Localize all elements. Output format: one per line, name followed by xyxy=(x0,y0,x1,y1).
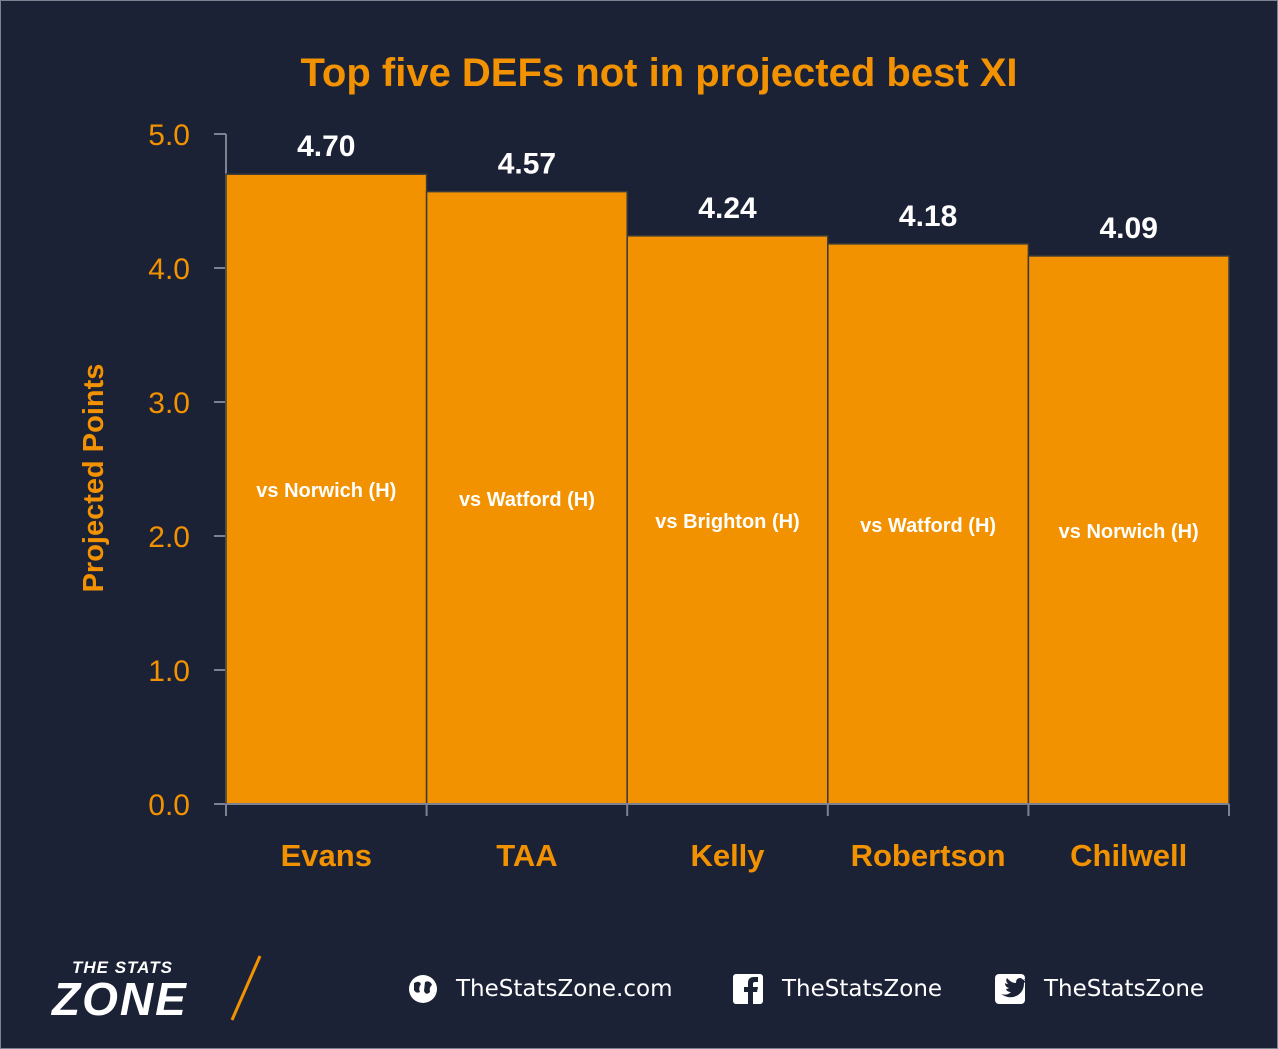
bar xyxy=(425,190,628,805)
x-category-label: Evans xyxy=(281,838,372,873)
logo-top-text: THE STATS xyxy=(72,958,173,977)
y-tick-label: 4.0 xyxy=(148,253,190,286)
bar-annotation: vs Watford (H) xyxy=(860,515,996,537)
facebook-text: TheStatsZone xyxy=(782,976,943,1002)
twitter-icon xyxy=(994,974,1028,1004)
y-axis-label: Projected Points xyxy=(78,364,110,593)
chart-title: Top five DEFs not in projected best XI xyxy=(300,51,1017,95)
data-label: 4.24 xyxy=(698,192,757,225)
footer: THE STATS ZONE TheStatsZone.com TheStats… xyxy=(0,940,1278,1040)
x-axis: Evans TAA Kelly Robertson Chilwell xyxy=(225,803,1230,873)
globe-icon xyxy=(406,974,440,1004)
bar-chart: Top five DEFs not in projected best XI P… xyxy=(78,51,1230,873)
logo-swoosh-icon xyxy=(230,955,262,1021)
bar-annotation: vs Brighton (H) xyxy=(655,511,799,533)
stats-zone-logo: THE STATS ZONE xyxy=(52,954,282,1024)
data-label: 4.57 xyxy=(498,148,556,181)
x-category-label: Chilwell xyxy=(1070,838,1187,873)
y-tick-label: 1.0 xyxy=(148,655,190,688)
y-axis: 0.0 1.0 2.0 3.0 4.0 5.0 xyxy=(148,119,227,822)
facebook-icon xyxy=(732,974,766,1004)
website-link[interactable]: TheStatsZone.com xyxy=(406,974,672,1004)
y-tick-label: 0.0 xyxy=(148,789,190,822)
bar-annotation: vs Watford (H) xyxy=(459,489,595,511)
y-tick-label: 5.0 xyxy=(148,119,190,152)
bar xyxy=(626,235,829,805)
bars-group: 4.70 vs Norwich (H) 4.57 vs Watford (H) 4.24… xyxy=(225,130,1230,805)
x-category-label: Robertson xyxy=(851,838,1006,873)
data-label: 4.09 xyxy=(1100,212,1158,245)
bar xyxy=(1027,255,1230,805)
bar xyxy=(827,243,1030,805)
bar-annotation: vs Norwich (H) xyxy=(256,480,396,502)
y-tick-label: 2.0 xyxy=(148,521,190,554)
twitter-link[interactable]: TheStatsZone xyxy=(994,974,1204,1004)
logo-main-text: ZONE xyxy=(52,973,188,1025)
x-category-label: Kelly xyxy=(690,838,765,873)
bar-annotation: vs Norwich (H) xyxy=(1059,521,1199,543)
website-text: TheStatsZone.com xyxy=(456,976,673,1002)
y-tick-label: 3.0 xyxy=(148,387,190,420)
facebook-link[interactable]: TheStatsZone xyxy=(732,974,942,1004)
twitter-text: TheStatsZone xyxy=(1044,976,1205,1002)
data-label: 4.70 xyxy=(297,130,355,163)
data-label: 4.18 xyxy=(899,200,957,233)
x-category-label: TAA xyxy=(496,838,557,873)
